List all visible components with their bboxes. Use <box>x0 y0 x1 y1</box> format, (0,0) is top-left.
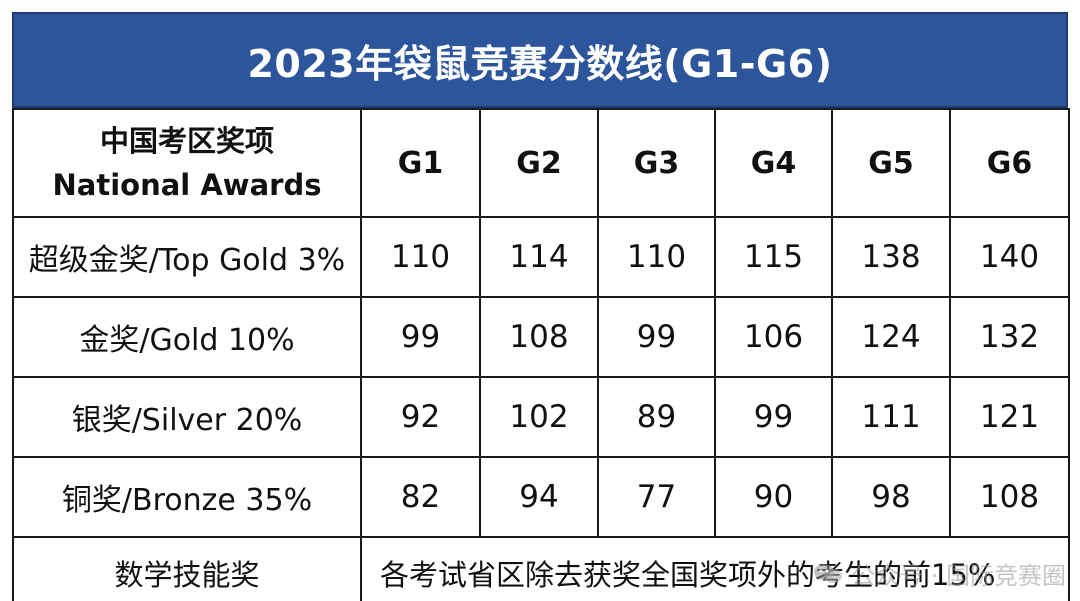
award-column-header: 中国考区奖项 National Awards <box>12 108 362 218</box>
header-row: 中国考区奖项 National Awards G1 G2 G3 G4 G5 G6 <box>12 108 1070 218</box>
award-header-en: National Awards <box>52 168 322 202</box>
table-row-top-gold: 超级金奖/Top Gold 3% 110 114 110 115 138 140 <box>12 216 1070 298</box>
score-cell: 99 <box>597 296 716 378</box>
grade-header-g6: G6 <box>949 108 1070 218</box>
table-title: 2023年袋鼠竞赛分数线(G1-G6) <box>12 12 1068 108</box>
score-cell: 110 <box>360 216 481 298</box>
score-cell: 102 <box>479 376 599 458</box>
score-cell: 121 <box>949 376 1070 458</box>
award-name: 银奖/Silver 20% <box>12 376 362 458</box>
table-row-bronze: 铜奖/Bronze 35% 82 94 77 90 98 108 <box>12 456 1070 538</box>
score-cell: 108 <box>479 296 599 378</box>
grade-header-g2: G2 <box>479 108 599 218</box>
score-cell: 82 <box>360 456 481 538</box>
grade-header-g3: G3 <box>597 108 716 218</box>
score-cell: 99 <box>714 376 833 458</box>
score-cell: 98 <box>831 456 951 538</box>
score-cell: 110 <box>597 216 716 298</box>
grade-header-g4: G4 <box>714 108 833 218</box>
score-cell: 92 <box>360 376 481 458</box>
table-row-math-skill: 数学技能奖 各考试省区除去获奖全国奖项外的考生的前15% <box>12 536 1070 601</box>
score-cell: 132 <box>949 296 1070 378</box>
score-cell: 140 <box>949 216 1070 298</box>
score-cell: 111 <box>831 376 951 458</box>
math-skill-description: 各考试省区除去获奖全国奖项外的考生的前15% <box>360 536 1070 601</box>
award-name: 超级金奖/Top Gold 3% <box>12 216 362 298</box>
score-cell: 77 <box>597 456 716 538</box>
score-cell: 114 <box>479 216 599 298</box>
grade-header-g5: G5 <box>831 108 951 218</box>
score-cell: 90 <box>714 456 833 538</box>
award-header-cn: 中国考区奖项 <box>99 124 274 158</box>
award-name: 铜奖/Bronze 35% <box>12 456 362 538</box>
score-cell: 89 <box>597 376 716 458</box>
award-name: 数学技能奖 <box>12 536 362 601</box>
grade-header-g1: G1 <box>360 108 481 218</box>
table-row-silver: 银奖/Silver 20% 92 102 89 99 111 121 <box>12 376 1070 458</box>
score-cell: 115 <box>714 216 833 298</box>
score-cell: 94 <box>479 456 599 538</box>
table-row-gold: 金奖/Gold 10% 99 108 99 106 124 132 <box>12 296 1070 378</box>
score-cell: 138 <box>831 216 951 298</box>
score-cell: 99 <box>360 296 481 378</box>
score-cell: 106 <box>714 296 833 378</box>
score-cell: 108 <box>949 456 1070 538</box>
award-name: 金奖/Gold 10% <box>12 296 362 378</box>
score-cell: 124 <box>831 296 951 378</box>
score-table: 中国考区奖项 National Awards G1 G2 G3 G4 G5 G6… <box>12 108 1070 601</box>
